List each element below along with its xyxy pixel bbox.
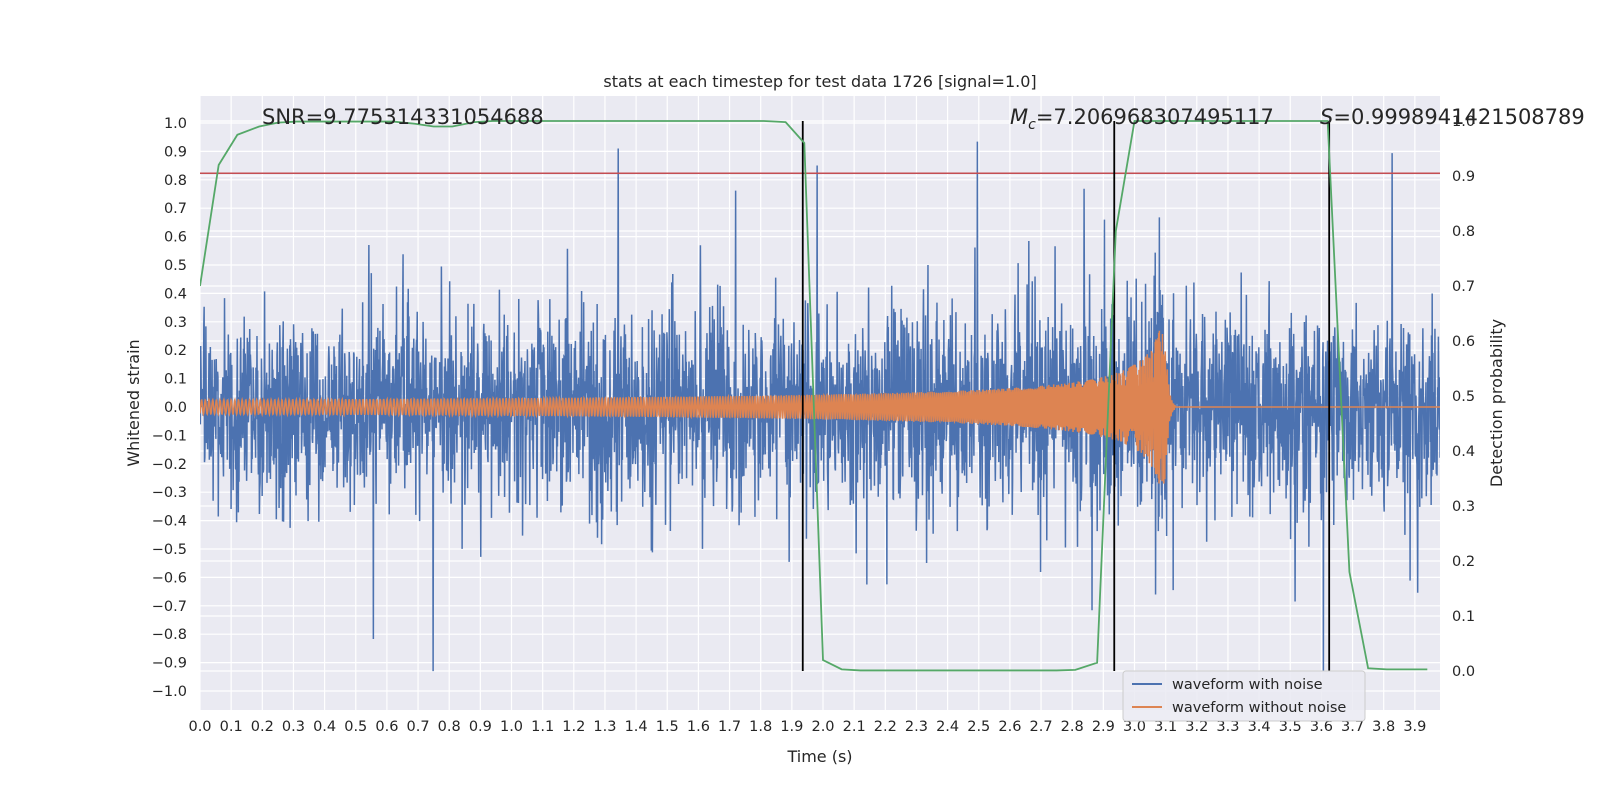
x-tick-label: 0.6: [375, 719, 398, 735]
y2-axis-label: Detection probability: [1487, 319, 1506, 487]
y2-tick-label: 0.7: [1452, 279, 1475, 295]
y2-tick-label: 0.6: [1452, 334, 1475, 350]
legend-label-clean: waveform without noise: [1172, 700, 1346, 716]
y2-tick-label: 0.0: [1452, 664, 1475, 680]
y-tick-label: −0.5: [152, 542, 187, 558]
y-tick-label: 0.2: [164, 343, 187, 359]
y2-tick-label: 0.2: [1452, 554, 1475, 570]
y-tick-label: −0.6: [152, 570, 187, 586]
x-tick-label: 3.7: [1341, 719, 1364, 735]
y-tick-label: 0.8: [164, 173, 187, 189]
y-tick-label: −0.4: [152, 514, 187, 530]
y2-tick-label: 0.8: [1452, 224, 1475, 240]
x-tick-label: 2.3: [905, 719, 928, 735]
x-tick-label: 2.9: [1092, 719, 1115, 735]
annotation-s-value: =0.9998941421508789: [1333, 105, 1584, 129]
x-axis-label: Time (s): [786, 747, 852, 766]
x-tick-label: 2.6: [998, 719, 1021, 735]
x-tick-label: 0.0: [188, 719, 211, 735]
y2-ticks: 1.0 0.9 0.8 0.7 0.6 0.5 0.4 0.3 0.2 0.1 0.0: [1452, 114, 1475, 680]
annotation-s-symbol: S: [1320, 105, 1333, 129]
x-tick-label: 1.8: [749, 719, 772, 735]
y2-tick-label: 0.5: [1452, 389, 1475, 405]
y-tick-label: 0.3: [164, 315, 187, 331]
x-tick-label: 0.5: [344, 719, 367, 735]
y-tick-label: 0.1: [164, 372, 187, 388]
annotation-mc: Mc=7.206968307495117: [1010, 105, 1274, 133]
x-tick-label: 3.6: [1310, 719, 1333, 735]
y-tick-label: −0.7: [152, 599, 187, 615]
x-tick-label: 1.2: [562, 719, 585, 735]
legend: waveform with noise waveform without noi…: [1122, 670, 1366, 722]
x-tick-label: 3.1: [1154, 719, 1177, 735]
x-tick-label: 3.2: [1185, 719, 1208, 735]
y2-tick-label: 0.9: [1452, 169, 1475, 185]
x-tick-label: 0.8: [438, 719, 461, 735]
x-tick-label: 2.7: [1030, 719, 1053, 735]
x-tick-label: 0.1: [220, 719, 243, 735]
y-tick-label: 0.5: [164, 258, 187, 274]
y2-tick-label: 0.4: [1452, 444, 1475, 460]
annotation-mc-symbol: M: [1010, 105, 1028, 129]
y-tick-label: 0.9: [164, 144, 187, 160]
x-tick-label: 1.9: [780, 719, 803, 735]
x-tick-label: 1.6: [687, 719, 710, 735]
x-tick-label: 0.4: [313, 719, 336, 735]
y-tick-label: 0.0: [164, 400, 187, 416]
y2-tick-label: 1.0: [1452, 114, 1475, 130]
x-tick-label: 1.0: [500, 719, 523, 735]
x-tick-label: 2.8: [1061, 719, 1084, 735]
annotation-s: S=0.9998941421508789: [1320, 105, 1585, 129]
x-tick-label: 1.4: [625, 719, 648, 735]
y-tick-label: −1.0: [152, 684, 187, 700]
chart-title: stats at each timestep for test data 172…: [603, 72, 1036, 91]
x-tick-label: 2.5: [967, 719, 990, 735]
x-tick-label: 1.3: [593, 719, 616, 735]
legend-box: [1122, 670, 1366, 722]
x-tick-label: 2.1: [843, 719, 866, 735]
vertical-markers: [801, 121, 1331, 671]
y-tick-label: 0.6: [164, 230, 187, 246]
x-tick-label: 3.5: [1279, 719, 1302, 735]
x-tick-label: 3.3: [1216, 719, 1239, 735]
y2-tick-label: 0.1: [1452, 609, 1475, 625]
y-tick-label: −0.8: [152, 627, 187, 643]
annotation-snr: SNR=9.775314331054688: [262, 105, 544, 129]
y-tick-label: −0.2: [152, 457, 187, 473]
x-tick-label: 0.7: [407, 719, 430, 735]
x-tick-label: 1.1: [531, 719, 554, 735]
x-tick-label: 3.4: [1248, 719, 1271, 735]
x-tick-label: 3.0: [1123, 719, 1146, 735]
y-tick-label: −0.3: [152, 485, 187, 501]
legend-label-noise: waveform with noise: [1172, 677, 1323, 693]
x-tick-label: 2.2: [874, 719, 897, 735]
x-ticks: 0.0 0.1 0.2 0.3 0.4 0.5 0.6 0.7 0.8 0.9 1.0 1.1 1.2 1…: [188, 719, 1426, 735]
series-detection-probability: [200, 120, 1428, 672]
y-tick-label: 0.4: [164, 286, 187, 302]
x-tick-label: 0.3: [282, 719, 305, 735]
y-tick-label: −0.9: [152, 656, 187, 672]
x-tick-label: 0.9: [469, 719, 492, 735]
x-tick-label: 2.4: [936, 719, 959, 735]
x-tick-label: 1.5: [656, 719, 679, 735]
x-tick-label: 0.2: [251, 719, 274, 735]
series-waveform-without-noise: [200, 330, 1440, 484]
y-tick-label: 1.0: [164, 116, 187, 132]
x-tick-label: 3.8: [1372, 719, 1395, 735]
x-tick-label: 1.7: [718, 719, 741, 735]
y-ticks: 1.0 0.9 0.8 0.7 0.6 0.5 0.4 0.3 0.2 0.1 0.0 −0.1 −0.…: [152, 116, 187, 700]
y-tick-label: 0.7: [164, 201, 187, 217]
x-tick-label: 3.9: [1403, 719, 1426, 735]
annotation-mc-value: =7.206968307495117: [1036, 105, 1274, 129]
annotation-mc-subscript: c: [1028, 117, 1036, 133]
y-tick-label: −0.1: [152, 428, 187, 444]
x-tick-label: 2.0: [811, 719, 834, 735]
y-axis-label: Whitened strain: [124, 339, 143, 466]
y2-tick-label: 0.3: [1452, 499, 1475, 515]
plot-area: [200, 120, 1440, 672]
